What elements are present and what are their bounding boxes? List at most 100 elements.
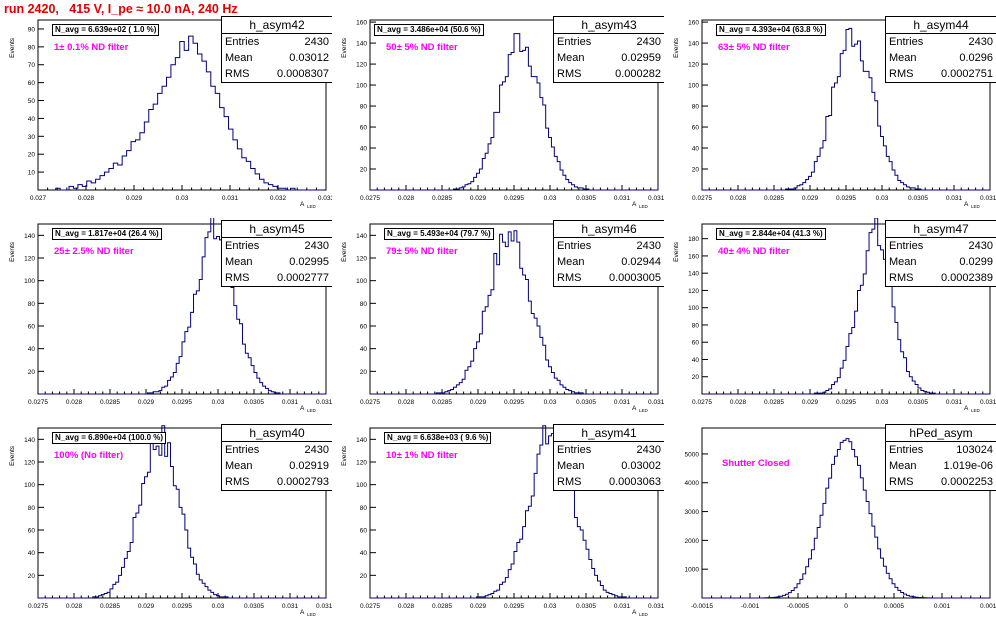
y-tick-label: 100 bbox=[356, 482, 367, 489]
histogram-plot: 0.0275 0.028 0.0285 0.029 0.0295 0.03 0.0305 0.… bbox=[9, 425, 332, 617]
y-tick-label: 60 bbox=[692, 340, 700, 347]
filter-label: 63± 5% ND filter bbox=[718, 42, 790, 53]
x-tick-label: 0.031 bbox=[614, 603, 631, 610]
x-tick-label: 0.031 bbox=[282, 603, 299, 610]
histogram-plot: 0.0275 0.028 0.0285 0.029 0.0295 0.03 0.0305 0.… bbox=[673, 19, 996, 209]
histogram-panel-h_asym43: 0.0275 0.028 0.0285 0.029 0.0295 0.03 0.0305 0.… bbox=[332, 14, 664, 218]
x-tick-label: 0.03 bbox=[544, 399, 557, 406]
rms-row-label: RMS bbox=[557, 68, 582, 80]
x-tick-label: 0.0285 bbox=[432, 603, 452, 610]
y-tick-label: 120 bbox=[356, 62, 367, 69]
y-tick-label: 50 bbox=[28, 98, 36, 105]
histogram-line bbox=[38, 218, 326, 395]
mean-row-value: 0.0299 bbox=[959, 256, 993, 268]
histogram-name: h_asym43 bbox=[554, 17, 664, 34]
x-tick-label: -0.0005 bbox=[787, 603, 809, 610]
x-axis-subscript: LED bbox=[307, 204, 317, 209]
histogram-line bbox=[38, 425, 326, 599]
x-tick-label: 0.0295 bbox=[172, 399, 192, 406]
x-tick-label: 0.029 bbox=[470, 399, 487, 406]
stats-box: hPed_asym Entries 103024 Mean 1.019e-06 RMS 0.… bbox=[885, 424, 996, 491]
x-tick-label: -0.001 bbox=[741, 603, 760, 610]
entries-row-value: 2430 bbox=[968, 36, 993, 48]
rms-row-label: RMS bbox=[557, 476, 582, 488]
x-tick-label: 0.0285 bbox=[764, 195, 784, 202]
x-tick-label: 0.031 bbox=[614, 195, 631, 202]
x-tick-label: 0.0285 bbox=[100, 399, 120, 406]
mean-row-value: 0.02959 bbox=[621, 52, 661, 64]
entries-row-label: Entries bbox=[225, 240, 260, 252]
navg-label: N_avg = 6.638e+03 ( 9.6 %) bbox=[384, 432, 492, 444]
x-tick-label: 0.029 bbox=[138, 603, 155, 610]
histogram-plot: 0.0275 0.028 0.0285 0.029 0.0295 0.03 0.0305 0.… bbox=[341, 223, 664, 413]
y-tick-label: 80 bbox=[692, 104, 700, 111]
rms-row-label: RMS bbox=[889, 272, 914, 284]
rms-row: RMS 0.0008307 bbox=[222, 66, 332, 82]
x-tick-label: 0.0285 bbox=[432, 195, 452, 202]
rms-row-value: 0.0002389 bbox=[941, 272, 993, 284]
x-axis-subscript: LED bbox=[971, 204, 981, 209]
mean-row: Mean 0.02944 bbox=[554, 254, 664, 270]
y-tick-label: 120 bbox=[356, 460, 367, 467]
y-tick-label: 60 bbox=[360, 528, 368, 535]
entries-row-value: 2430 bbox=[304, 240, 329, 252]
x-tick-label: 0.03 bbox=[876, 399, 889, 406]
entries-row-label: Entries bbox=[889, 240, 924, 252]
y-tick-label: 140 bbox=[24, 437, 35, 444]
rms-row-value: 0.0002777 bbox=[277, 272, 329, 284]
mean-row: Mean 0.02995 bbox=[222, 254, 332, 270]
navg-label: N_avg = 3.486e+04 (50.6 %) bbox=[374, 24, 484, 36]
x-tick-label: 0.0285 bbox=[432, 399, 452, 406]
x-tick-label: 0.0305 bbox=[908, 399, 928, 406]
x-tick-label: 0.031 bbox=[946, 195, 963, 202]
rms-row-label: RMS bbox=[889, 476, 914, 488]
x-tick-label: 0.0005 bbox=[884, 603, 904, 610]
histogram-line bbox=[702, 438, 990, 599]
x-tick-label: 0.0015 bbox=[980, 603, 996, 610]
histogram-plot: 0.0275 0.028 0.0285 0.029 0.0295 0.03 0.0305 0.… bbox=[341, 19, 664, 209]
y-tick-label: 40 bbox=[28, 346, 36, 353]
y-tick-label: 40 bbox=[692, 146, 700, 153]
mean-row: Mean 0.03012 bbox=[222, 50, 332, 66]
rms-row: RMS 0.0002777 bbox=[222, 270, 332, 286]
rms-row-value: 0.000282 bbox=[615, 68, 661, 80]
y-tick-label: 20 bbox=[692, 167, 700, 174]
filter-label: 10± 1% ND filter bbox=[386, 450, 458, 461]
x-axis-label: A bbox=[964, 201, 969, 208]
entries-row-value: 103024 bbox=[956, 444, 993, 456]
y-tick-label: 140 bbox=[688, 271, 699, 278]
y-tick-label: 140 bbox=[688, 41, 699, 48]
x-tick-label: 0.03 bbox=[876, 195, 889, 202]
x-tick-label: 0.028 bbox=[730, 195, 747, 202]
rms-row-label: RMS bbox=[225, 476, 250, 488]
rms-row-value: 0.0003063 bbox=[609, 476, 661, 488]
entries-row-label: Entries bbox=[225, 36, 260, 48]
x-axis-subscript: LED bbox=[307, 408, 317, 413]
x-tick-label: 0.03 bbox=[212, 399, 225, 406]
rms-row-value: 0.0002751 bbox=[941, 68, 993, 80]
y-tick-label: 2000 bbox=[685, 538, 700, 545]
entries-row-value: 2430 bbox=[304, 444, 329, 456]
y-tick-label: 20 bbox=[28, 152, 36, 159]
y-tick-label: 20 bbox=[360, 167, 368, 174]
histogram-name: h_asym41 bbox=[554, 425, 664, 442]
y-tick-label: 140 bbox=[356, 41, 367, 48]
histogram-panel-h_asym41: 0.0275 0.028 0.0285 0.029 0.0295 0.03 0.0305 0.… bbox=[332, 422, 664, 626]
navg-label: N_avg = 4.393e+04 (63.8 %) bbox=[716, 24, 826, 36]
histogram-plot: -0.0015 -0.001 -0.0005 0 0.0005 0.001 0.0015 10… bbox=[685, 427, 996, 610]
y-tick-label: 140 bbox=[356, 437, 367, 444]
x-tick-label: 0.0295 bbox=[836, 195, 856, 202]
histogram-line bbox=[370, 33, 658, 191]
stats-box: h_asym47 Entries 2430 Mean 0.0299 RMS 0.000238… bbox=[885, 220, 996, 287]
y-tick-label: 40 bbox=[28, 550, 36, 557]
y-tick-label: 70 bbox=[28, 62, 36, 69]
y-axis-label: Events bbox=[673, 241, 680, 262]
x-axis-label: A bbox=[964, 405, 969, 412]
x-tick-label: 0.03 bbox=[544, 603, 557, 610]
entries-row: Entries 2430 bbox=[222, 34, 332, 50]
y-axis-label: Events bbox=[341, 445, 348, 466]
rms-row: RMS 0.0002389 bbox=[886, 270, 996, 286]
histogram-name: h_asym40 bbox=[222, 425, 332, 442]
x-tick-label: 0.0285 bbox=[764, 399, 784, 406]
x-tick-label: 0.0275 bbox=[692, 195, 712, 202]
